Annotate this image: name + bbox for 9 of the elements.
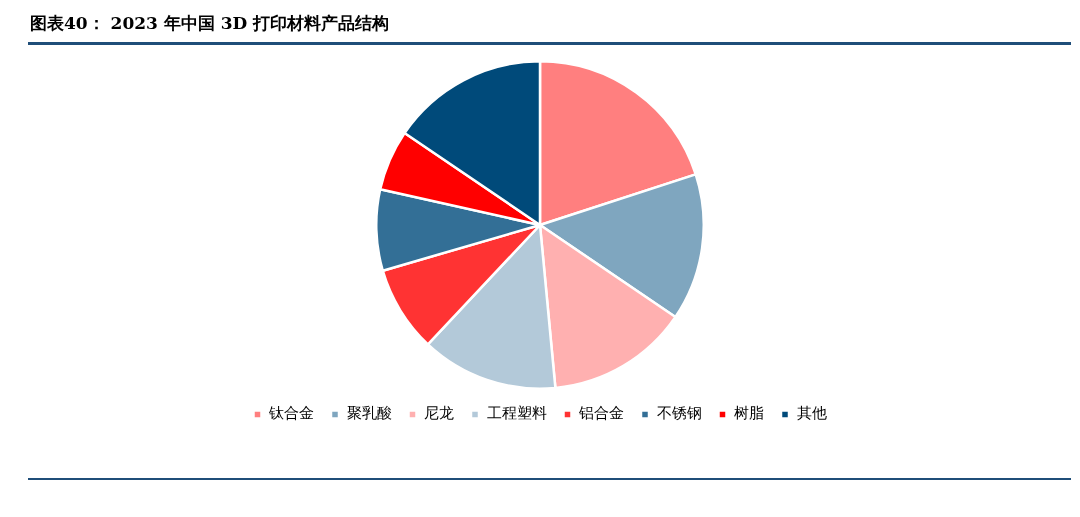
legend-label: 树脂: [734, 404, 764, 423]
legend-label: 其他: [796, 404, 827, 423]
legend-label: 铝合金: [578, 404, 624, 423]
legend-label: 尼龙: [424, 404, 454, 423]
legend-label: 聚乳酸: [346, 404, 392, 423]
legend-label: 钛合金: [268, 404, 314, 423]
legend-label: 不锈钢: [656, 404, 702, 423]
chart-title: 图表40： 2023 年中国 3D 打印材料产品结构: [30, 12, 390, 35]
legend-label: 工程塑料: [486, 404, 547, 423]
